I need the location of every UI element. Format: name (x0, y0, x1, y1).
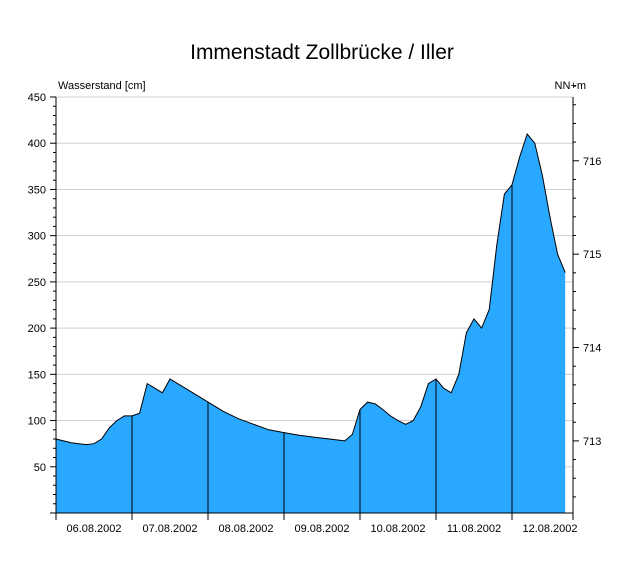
y-axis-left-label: Wasserstand [cm] (58, 80, 146, 92)
y-left-tick-label-300: 300 (28, 231, 46, 243)
chart-title: Immenstadt Zollbrücke / Iller (190, 41, 454, 64)
y-left-tick-label-450: 450 (28, 92, 46, 104)
y-left-tick-label-200: 200 (28, 323, 46, 335)
axes: 50 100 150 200 250 300 350 400 450 713 714 715 716 06… (28, 85, 601, 535)
y-left-tick-label-250: 250 (28, 277, 46, 289)
y-left-tick-label-350: 350 (28, 184, 46, 196)
x-tick-label-5: 11.08.2002 (447, 523, 501, 535)
y-left-tick-label-100: 100 (28, 416, 46, 428)
x-tick-label-1: 07.08.2002 (142, 523, 197, 535)
y-right-tick-label-715: 715 (583, 249, 601, 261)
water-level-line (55, 132, 566, 446)
x-tick-label-6: 12.08.2002 (522, 523, 577, 535)
y-right-tick-label-713: 713 (583, 436, 601, 448)
y-axis-right-label: NN+m (555, 80, 586, 92)
x-tick-label-4: 10.08.2002 (370, 523, 425, 535)
plot-area (55, 132, 566, 513)
water-level-area (56, 134, 566, 513)
y-right-tick-label-716: 716 (583, 156, 601, 168)
x-tick-label-2: 08.08.2002 (218, 523, 273, 535)
x-tick-label-3: 09.08.2002 (294, 523, 349, 535)
y-left-tick-label-50: 50 (34, 462, 46, 474)
y-left-tick-label-150: 150 (28, 369, 46, 381)
x-tick-label-0: 06.08.2002 (66, 523, 121, 535)
y-right-tick-label-714: 714 (583, 343, 601, 355)
y-left-tick-label-400: 400 (28, 138, 46, 150)
